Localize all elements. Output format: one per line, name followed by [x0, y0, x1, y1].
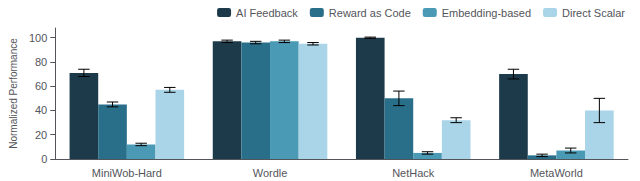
svg-text:20: 20	[35, 129, 47, 141]
svg-text:Wordle: Wordle	[253, 167, 288, 179]
svg-text:MetaWorld: MetaWorld	[530, 167, 583, 179]
svg-text:Reward as Code: Reward as Code	[329, 7, 411, 19]
svg-text:40: 40	[35, 104, 47, 116]
svg-text:NetHack: NetHack	[392, 167, 435, 179]
svg-text:0: 0	[41, 153, 47, 165]
svg-text:MiniWob-Hard: MiniWob-Hard	[92, 167, 162, 179]
svg-text:Normalized Performance: Normalized Performance	[8, 38, 19, 149]
svg-text:80: 80	[35, 56, 47, 68]
svg-text:Embedding-based: Embedding-based	[442, 7, 531, 19]
svg-text:60: 60	[35, 80, 47, 92]
svg-text:AI Feedback: AI Feedback	[236, 7, 298, 19]
svg-text:Direct Scalar: Direct Scalar	[562, 7, 625, 19]
svg-text:100: 100	[29, 32, 47, 44]
